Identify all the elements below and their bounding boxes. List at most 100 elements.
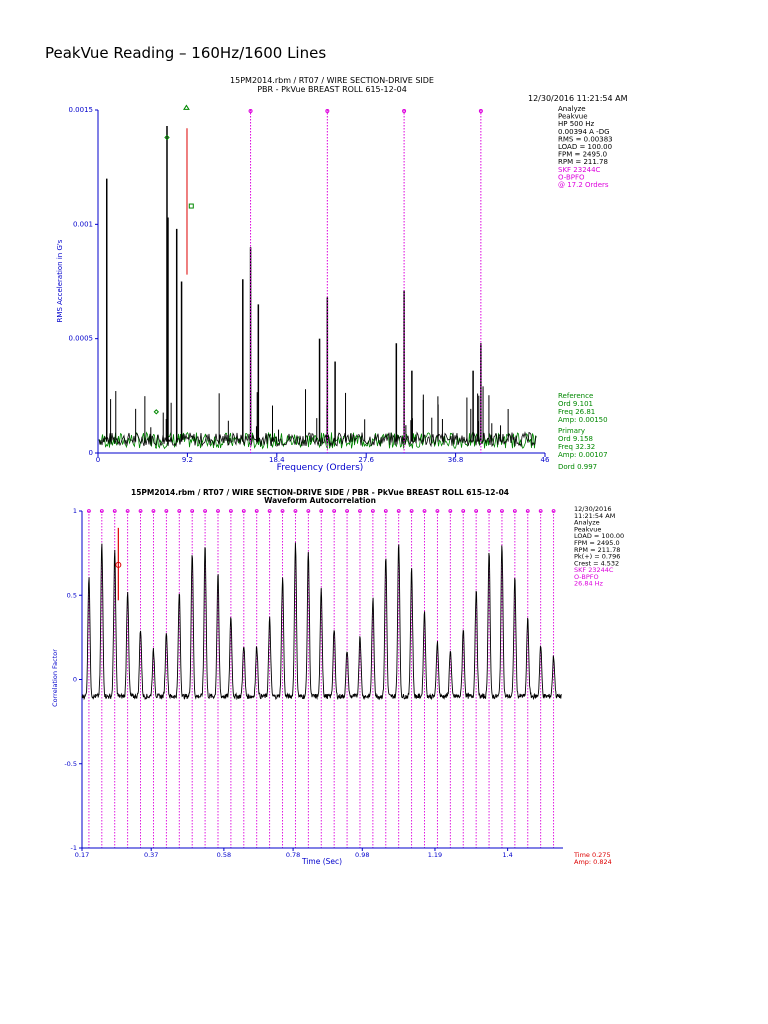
- spectrum-dord: Dord 0.997: [558, 463, 597, 471]
- autocorrelation-fault-marker-dot: [461, 509, 466, 513]
- autocorrelation-fault-marker-dot: [254, 509, 259, 513]
- spectrum-info-line: FPM = 2495.0: [558, 151, 607, 159]
- spectrum-peaks: [105, 126, 509, 442]
- spectrum-y-tick-label: 0.001: [73, 220, 93, 228]
- autocorrelation-line: [81, 542, 562, 701]
- autocorrelation-fault-marker-dot: [280, 509, 285, 513]
- reference-line: Amp: 0.00150: [558, 416, 608, 424]
- autocorrelation-subtitle: Waveform Autocorrelation: [264, 496, 376, 505]
- autocorrelation-fault-marker-dot: [164, 509, 169, 513]
- spectrum-primary-cursor-box: [188, 203, 194, 209]
- spectrum-info-line: Peakvue: [558, 113, 588, 121]
- autocorrelation-fault-marker-dot: [87, 509, 91, 513]
- autocorrelation-fault-marker-dot: [474, 509, 479, 513]
- spectrum-harmonic-cursor: [153, 409, 160, 415]
- autocorrelation-fault-marker-dot: [125, 509, 130, 513]
- autocorrelation-info-line: 12/30/2016: [574, 505, 611, 513]
- autocorrelation-x-tick-label: 0.78: [286, 851, 300, 859]
- spectrum-x-axis-label: Frequency (Orders): [277, 463, 364, 473]
- autocorrelation-fault-marker-dot: [409, 509, 414, 513]
- autocorrelation-fault-marker-dot: [229, 509, 233, 513]
- spectrum-axis-ticks: 0 9.2 18.4 27.6 36.8 46 0 0.0005 0.001 0.0015: [69, 106, 550, 464]
- autocorrelation-cursor-marker: [115, 561, 122, 568]
- autocorrelation-info-line: Crest = 4.532: [574, 559, 619, 567]
- autocorrelation-fault-marker-dot: [370, 509, 375, 513]
- spectrum-cursors: [153, 104, 194, 415]
- autocorrelation-fault-marker-dot: [435, 509, 440, 513]
- spectrum-primary-panel: Primary Ord 9.158 Freq 32.32 Amp: 0.0010…: [558, 427, 608, 459]
- autocorrelation-info-line: Pk(+) = 0.796: [574, 553, 620, 561]
- autocorrelation-y-tick-label: 0: [73, 676, 77, 684]
- spectrum-subtitle: PBR - PkVue BREAST ROLL 615-12-04: [257, 85, 407, 94]
- autocorrelation-info-line: FPM = 2495.0: [574, 539, 620, 547]
- autocorrelation-fault-marker-dot: [112, 509, 117, 513]
- spectrum-fault-marker-dot: [478, 109, 483, 113]
- autocorrelation-x-tick-label: 0.37: [144, 851, 158, 859]
- spectrum-fault-marker-dot: [325, 109, 330, 113]
- autocorrelation-x-tick-label: 0.98: [355, 851, 369, 859]
- autocorrelation-fault-marker-dot: [151, 509, 156, 513]
- primary-line: Freq 32.32: [558, 443, 595, 451]
- autocorrelation-fault-marker-dot: [99, 509, 104, 513]
- autocorrelation-y-tick-label: 1: [73, 507, 77, 515]
- autocorrelation-y-tick-label: -1: [71, 844, 77, 852]
- autocorrelation-cursor: [115, 527, 122, 601]
- autocorrelation-fault-marker-dot: [525, 509, 530, 513]
- autocorrelation-x-tick-label: 0.58: [217, 851, 231, 859]
- spectrum-reference-cursor: [183, 104, 190, 110]
- reference-line: Ord 9.101: [558, 400, 593, 408]
- autocorrelation-info-line: Peakvue: [574, 525, 601, 533]
- autocorrelation-fault-marker-dot: [396, 509, 401, 513]
- autocorrelation-fault-line: O-BPFO: [574, 573, 599, 581]
- spectrum-x-tick-label: 18.4: [269, 456, 285, 464]
- autocorrelation-fault-marker-dot: [358, 509, 362, 513]
- page-title: PeakVue Reading – 160Hz/1600 Lines: [45, 44, 327, 62]
- spectrum-chart: 15PM2014.rbm / RT07 / WIRE SECTION-DRIVE…: [56, 76, 628, 473]
- spectrum-primary-trace: [98, 431, 537, 448]
- spectrum-fault-marker-dot: [248, 109, 253, 113]
- spectrum-reference-panel: Reference Ord 9.101 Freq 26.81 Amp: 0.00…: [558, 392, 608, 424]
- spectrum-x-tick-label: 46: [541, 456, 550, 464]
- primary-line: Amp: 0.00107: [558, 451, 608, 459]
- autocorrelation-fault-marker-dot: [306, 509, 311, 513]
- autocorrelation-x-tick-label: 1.19: [428, 851, 442, 859]
- autocorrelation-fault-marker-dot: [203, 509, 207, 513]
- spectrum-x-tick-label: 0: [96, 456, 100, 464]
- autocorrelation-y-tick-label: -0.5: [64, 760, 77, 768]
- autocorrelation-y-axis-label: Correlation Factor: [51, 649, 59, 707]
- autocorrelation-info-line: 11:21:54 AM: [574, 512, 615, 520]
- primary-heading: Primary: [558, 427, 585, 435]
- reference-heading: Reference: [558, 392, 593, 400]
- spectrum-info-line: RPM = 211.78: [558, 158, 608, 166]
- autocorrelation-fault-marker-dot: [319, 509, 324, 513]
- autocorrelation-fault-marker-dot: [500, 509, 504, 513]
- autocorrelation-axis-ticks: 0.17 0.37 0.58 0.78 0.98 1.19 1.4 1 0.5 0 -0.5 -1: [64, 507, 512, 859]
- autocorrelation-fault-marker-dot: [267, 509, 272, 513]
- spectrum-fault-line: O-BPFO: [558, 174, 585, 182]
- autocorrelation-fault-marker-dot: [383, 509, 388, 513]
- spectrum-info-line: HP 500 Hz: [558, 120, 595, 128]
- spectrum-y-tick-label: 0.0015: [69, 106, 94, 114]
- spectrum-fault-markers: [248, 109, 483, 453]
- autocorrelation-fault-marker-dot: [551, 509, 556, 513]
- cursor-time: Time 0.275: [573, 851, 611, 859]
- autocorrelation-y-tick-label: 0.5: [67, 591, 77, 599]
- spectrum-fault-marker-dot: [402, 109, 407, 113]
- autocorrelation-info-line: Analyze: [574, 519, 600, 527]
- reference-line: Freq 26.81: [558, 408, 595, 416]
- autocorrelation-x-tick-label: 0.17: [75, 851, 89, 859]
- autocorrelation-fault-marker-dot: [190, 509, 195, 513]
- spectrum-plot-area: [97, 110, 545, 454]
- spectrum-info-line: RMS = 0.00383: [558, 135, 613, 143]
- spectrum-title: 15PM2014.rbm / RT07 / WIRE SECTION-DRIVE…: [230, 76, 434, 85]
- autocorrelation-cursor-readout: Time 0.275 Amp: 0.824: [573, 851, 612, 866]
- spectrum-timestamp: 12/30/2016 11:21:54 AM: [528, 94, 628, 103]
- autocorrelation-fault-markers: [87, 509, 556, 848]
- spectrum-fault-line: SKF 23244C: [558, 166, 601, 174]
- autocorrelation-fault-marker-dot: [241, 509, 246, 513]
- cursor-amplitude: Amp: 0.824: [574, 858, 612, 866]
